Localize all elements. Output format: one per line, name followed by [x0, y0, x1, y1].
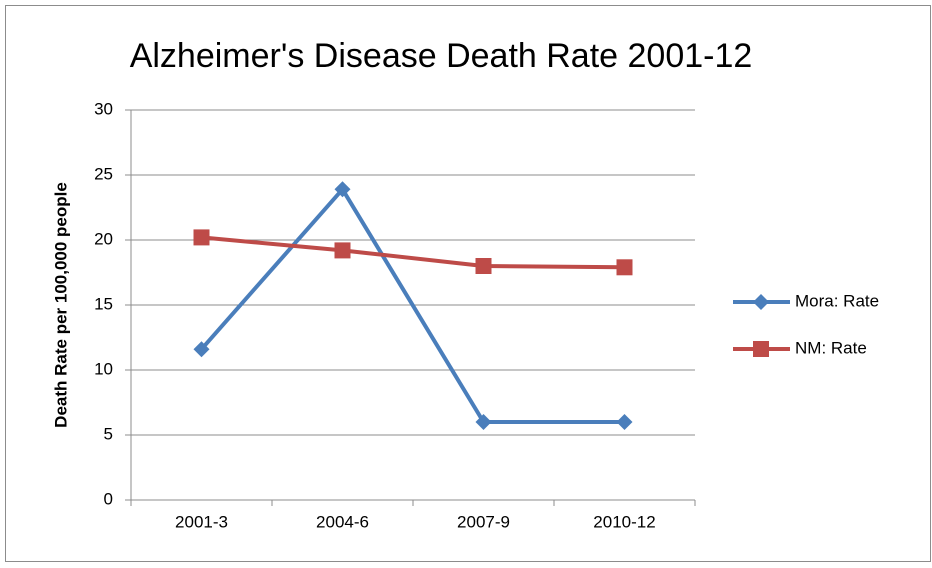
y-tick-label: 0: [104, 489, 113, 508]
chart-title: Alzheimer's Disease Death Rate 2001-12: [130, 37, 753, 75]
x-tick-label: 2007-9: [457, 512, 510, 531]
legend-label: Mora: Rate: [795, 291, 879, 310]
y-tick-label: 20: [94, 229, 113, 248]
y-tick-label: 5: [104, 424, 113, 443]
marker: [753, 341, 769, 357]
marker: [193, 229, 210, 246]
chart-frame: [5, 5, 931, 562]
marker: [193, 341, 210, 358]
marker: [753, 294, 769, 310]
x-tick-label: 2010-12: [593, 512, 655, 531]
marker: [475, 414, 492, 430]
series-line: [199, 187, 625, 424]
marker: [616, 259, 633, 276]
legend-label: NM: Rate: [795, 338, 867, 357]
marker: [616, 414, 633, 430]
y-tick-label: 25: [94, 164, 113, 183]
marker: [334, 181, 351, 198]
y-tick-label: 10: [94, 359, 113, 378]
y-tick-label: 30: [94, 99, 113, 118]
marker: [334, 242, 351, 259]
marker: [475, 258, 492, 274]
y-axis-label: Death Rate per 100,000 people: [51, 182, 70, 428]
x-tick-label: 2001-3: [175, 512, 228, 531]
y-tick-label: 15: [94, 294, 113, 313]
series-line: [201, 235, 625, 270]
x-tick-label: 2004-6: [316, 512, 369, 531]
